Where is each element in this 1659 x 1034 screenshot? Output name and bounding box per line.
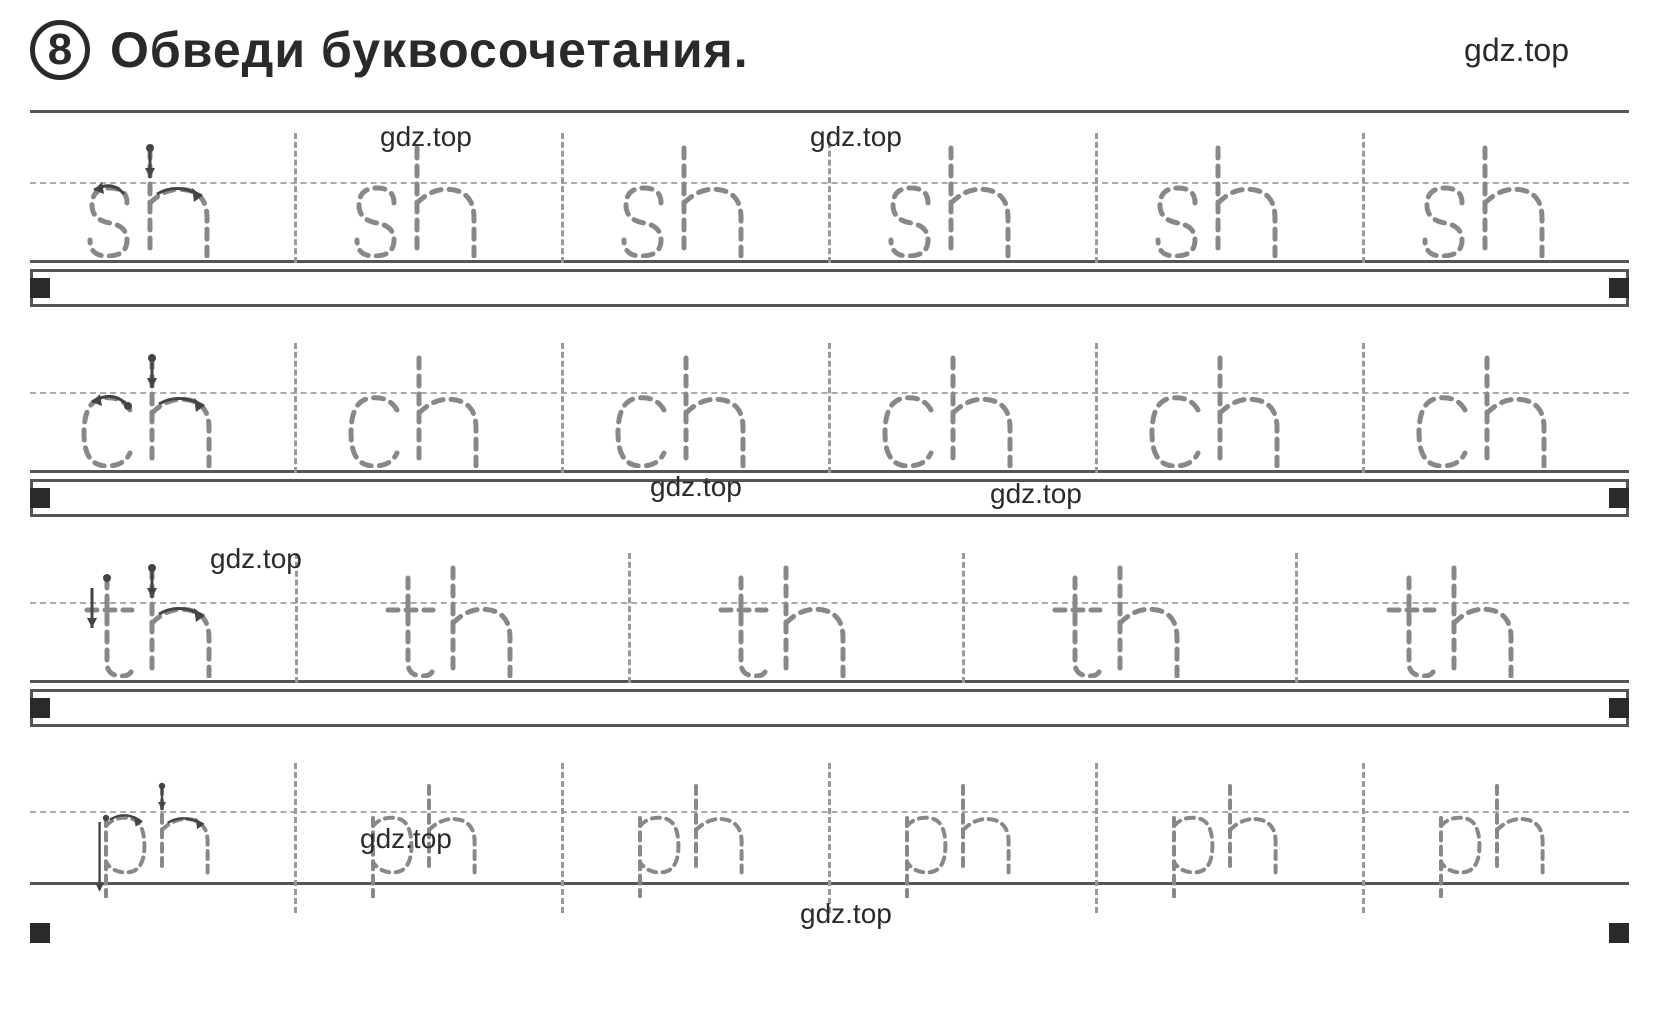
tracing-cell	[965, 553, 1299, 683]
letter-sh	[339, 138, 519, 258]
watermark: gdz.top	[650, 471, 742, 503]
marker-square	[1609, 923, 1629, 943]
tracing-cell	[564, 133, 831, 263]
letter-ph	[873, 778, 1053, 898]
letter-th-guide	[72, 558, 252, 678]
tracing-cell	[297, 343, 564, 473]
watermark: gdz.top	[360, 823, 452, 855]
letter-sh-guide	[72, 138, 252, 258]
letter-ch-guide	[72, 348, 252, 468]
letter-sh	[1407, 138, 1587, 258]
letter-th	[1374, 558, 1554, 678]
letter-th	[1040, 558, 1220, 678]
letter-th	[373, 558, 553, 678]
writing-strip	[30, 269, 1629, 307]
tracing-cell	[564, 763, 831, 913]
watermark: gdz.top	[800, 898, 892, 930]
watermark-header: gdz.top	[1464, 32, 1569, 69]
tracing-row-sh: gdz.top gdz.top	[30, 133, 1629, 333]
exercise-number: 8	[30, 20, 90, 80]
letter-sh	[606, 138, 786, 258]
tracing-cell	[1365, 763, 1629, 913]
tracing-row-th: gdz.top	[30, 553, 1629, 753]
tracing-row-ch: gdz.top gdz.top	[30, 343, 1629, 543]
tracing-cell	[1098, 763, 1365, 913]
marker-square	[30, 278, 50, 298]
tracing-cell	[831, 343, 1098, 473]
letter-ch	[339, 348, 519, 468]
header: 8 Обведи буквосочетания. gdz.top	[30, 20, 1629, 80]
marker-square	[1609, 698, 1629, 718]
tracing-cell	[1098, 343, 1365, 473]
letter-ph	[1407, 778, 1587, 898]
tracing-cell-guide	[30, 343, 297, 473]
tracing-cell	[298, 553, 632, 683]
tracing-cell-guide	[30, 763, 297, 913]
letter-ch	[873, 348, 1053, 468]
letter-ch	[1407, 348, 1587, 468]
letter-th	[706, 558, 886, 678]
tracing-cell	[631, 553, 965, 683]
letter-sh	[1140, 138, 1320, 258]
writing-strip	[30, 689, 1629, 727]
letter-ph-guide	[72, 778, 252, 898]
watermark: gdz.top	[990, 478, 1082, 510]
letter-ch	[1140, 348, 1320, 468]
tracing-line	[30, 763, 1629, 913]
letter-ch	[606, 348, 786, 468]
tracing-cell	[564, 343, 831, 473]
watermark: gdz.top	[210, 543, 302, 575]
watermark: gdz.top	[380, 121, 472, 153]
header-left: 8 Обведи буквосочетания.	[30, 20, 749, 80]
marker-square	[30, 698, 50, 718]
tracing-cell	[831, 763, 1098, 913]
tracing-cell	[1365, 343, 1629, 473]
exercise-title: Обведи буквосочетания.	[110, 21, 749, 79]
tracing-cell	[1098, 133, 1365, 263]
tracing-row-ph: gdz.top gdz.top	[30, 763, 1629, 963]
watermark: gdz.top	[810, 121, 902, 153]
letter-ph	[606, 778, 786, 898]
tracing-cell	[1365, 133, 1629, 263]
letter-sh	[873, 138, 1053, 258]
tracing-line	[30, 343, 1629, 473]
marker-square	[30, 488, 50, 508]
tracing-cell	[1298, 553, 1629, 683]
tracing-cell-guide	[30, 133, 297, 263]
writing-strip	[30, 479, 1629, 517]
marker-square	[1609, 278, 1629, 298]
tracing-grid: gdz.top gdz.top	[30, 110, 1629, 963]
marker-square	[30, 923, 50, 943]
marker-square	[1609, 488, 1629, 508]
letter-ph	[1140, 778, 1320, 898]
